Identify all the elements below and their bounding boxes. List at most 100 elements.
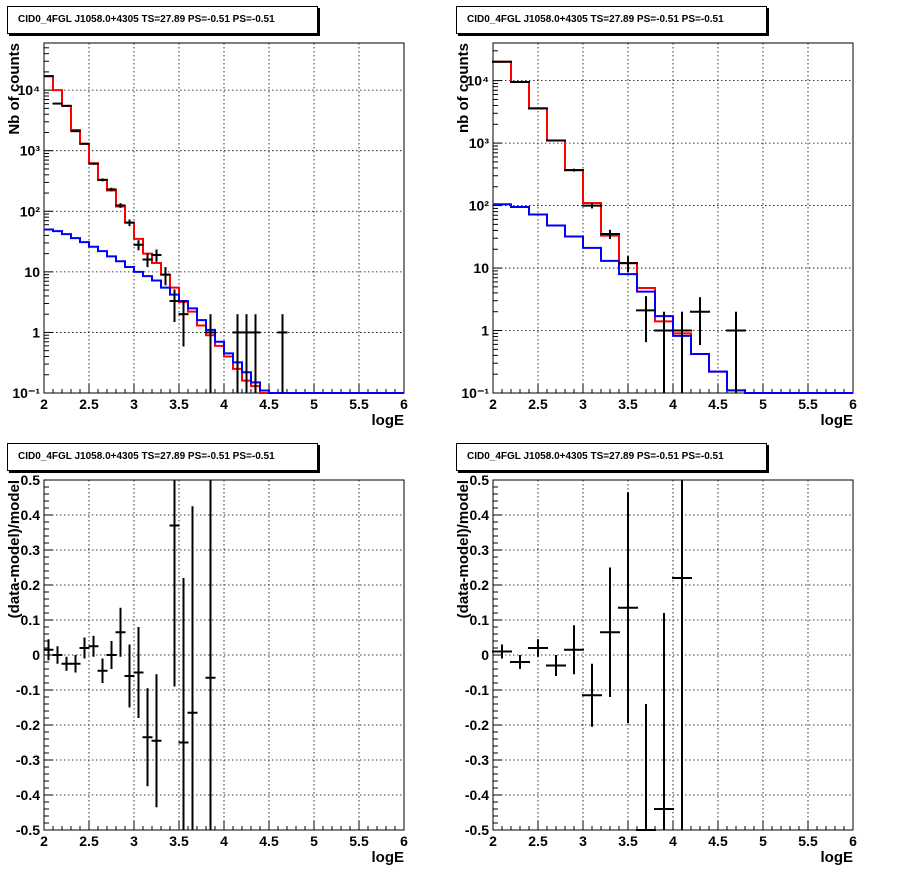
y-tick-label: -0.1	[465, 682, 489, 698]
data-point	[232, 314, 243, 393]
data-point	[528, 107, 548, 110]
y-tick-label: -0.4	[16, 787, 40, 803]
y-tick-label: 10	[24, 264, 40, 280]
y-tick-label: -0.3	[465, 752, 489, 768]
x-tick-label: 3.5	[618, 833, 638, 849]
x-tick-label: 2.5	[79, 396, 99, 412]
data-point	[70, 130, 81, 133]
x-tick-label: 4.5	[259, 396, 279, 412]
data-point	[618, 256, 638, 273]
y-tick-label: -0.1	[16, 682, 40, 698]
data-point	[151, 674, 162, 808]
y-tick-label: -0.2	[465, 717, 489, 733]
data-point	[654, 613, 674, 830]
x-axis-label: logE	[821, 412, 854, 429]
y-tick-label: 0.4	[21, 507, 41, 523]
x-axis-label: logE	[372, 849, 405, 866]
x-tick-label: 2	[40, 396, 48, 412]
x-tick-label: 5	[310, 396, 318, 412]
y-tick-label: 0.2	[21, 577, 41, 593]
x-tick-label: 2	[489, 396, 497, 412]
x-tick-label: 5	[310, 833, 318, 849]
y-tick-label: 10⁴	[18, 82, 41, 98]
y-tick-label: 10²	[20, 203, 41, 219]
chart-counts-left: 2 2.5 3 3.5 4 4.5 5 5.5 6 10⁻¹ 1 10 10² 10³ 10⁴ logE Nb …	[6, 42, 408, 429]
y-tick-label: 0.1	[470, 612, 490, 628]
y-tick-label: 0.5	[470, 472, 490, 488]
data-point	[61, 656, 72, 671]
data-point	[582, 202, 602, 209]
x-tick-label: 4	[669, 396, 677, 412]
y-axis-label: nb of counts	[455, 43, 472, 133]
data-point	[142, 688, 153, 787]
x-tick-label: 5.5	[798, 396, 818, 412]
data-point	[52, 102, 63, 105]
data-point	[528, 639, 548, 657]
chart-residual-right: 2 2.5 3 3.5 4 4.5 5 5.5 6 -0.5 -0.4 -0.3 -0.2 -0.1 0 0.…	[455, 472, 857, 866]
x-tick-label: 2	[489, 833, 497, 849]
y-tick-label: 0.3	[470, 542, 490, 558]
data-point	[510, 655, 530, 669]
data-point	[124, 219, 135, 227]
y-tick-label: 10⁻¹	[461, 385, 489, 401]
data-point	[690, 297, 710, 346]
data-point	[492, 644, 512, 659]
y-tick-label: 0.2	[470, 577, 490, 593]
panel-residual-left: 2 2.5 3 3.5 4 4.5 5 5.5 6 -0.5 -0.4 -0.3 -0.2 -0.1 0 0.…	[0, 437, 449, 874]
y-tick-label: 10⁻¹	[12, 385, 40, 401]
data-point	[106, 187, 117, 192]
data-point	[79, 142, 90, 145]
histogram-series-blue	[493, 203, 853, 394]
histogram-series-blue	[44, 228, 404, 394]
y-tick-label: -0.3	[16, 752, 40, 768]
y-tick-label: 0	[481, 647, 489, 663]
x-tick-label: 6	[400, 396, 408, 412]
data-point	[115, 607, 126, 657]
y-tick-label: -0.2	[16, 717, 40, 733]
chart-title: CID0_4FGL J1058.0+4305 TS=27.89 PS=-0.51…	[456, 6, 767, 34]
y-tick-label: -0.5	[465, 822, 489, 838]
chart-title: CID0_4FGL J1058.0+4305 TS=27.89 PS=-0.51…	[456, 443, 767, 471]
data-point	[618, 492, 638, 724]
x-tick-label: 4.5	[708, 396, 728, 412]
y-tick-label: 10³	[469, 135, 490, 151]
data-point	[133, 627, 144, 718]
x-tick-label: 5	[759, 833, 767, 849]
data-point	[672, 480, 692, 830]
y-tick-label: -0.5	[16, 822, 40, 838]
x-tick-label: 6	[849, 396, 857, 412]
x-tick-label: 6	[400, 833, 408, 849]
x-tick-label: 6	[849, 833, 857, 849]
panel-counts-left: 2 2.5 3 3.5 4 4.5 5 5.5 6 10⁻¹ 1 10 10² 10³ 10⁴ logE Nb …	[0, 0, 449, 437]
data-point	[169, 289, 180, 323]
plot-frame	[43, 42, 405, 394]
data-point	[654, 311, 674, 393]
x-tick-label: 4	[220, 396, 228, 412]
y-tick-label: 0.5	[21, 472, 41, 488]
x-tick-label: 3.5	[618, 396, 638, 412]
data-point	[151, 249, 162, 262]
y-tick-label: 1	[32, 324, 40, 340]
data-point	[160, 267, 171, 286]
data-point	[241, 314, 252, 393]
data-point	[277, 314, 288, 393]
data-point	[52, 646, 63, 664]
data-point	[636, 296, 656, 343]
data-point	[672, 311, 692, 393]
data-point	[187, 506, 198, 830]
data-point	[97, 178, 108, 182]
y-axis-label: (data-model)/model	[455, 480, 472, 618]
data-point	[600, 567, 620, 697]
data-point	[178, 300, 189, 347]
data-point	[636, 704, 656, 831]
data-point	[564, 625, 584, 675]
chart-title: CID0_4FGL J1058.0+4305 TS=27.89 PS=-0.51…	[7, 443, 318, 471]
data-point	[133, 240, 144, 251]
x-tick-label: 4	[669, 833, 677, 849]
x-tick-label: 3.5	[169, 833, 189, 849]
y-tick-label: -0.4	[465, 787, 489, 803]
x-tick-label: 2.5	[79, 833, 99, 849]
x-tick-label: 2.5	[528, 833, 548, 849]
y-tick-label: 0.4	[470, 507, 490, 523]
data-point	[178, 578, 189, 830]
